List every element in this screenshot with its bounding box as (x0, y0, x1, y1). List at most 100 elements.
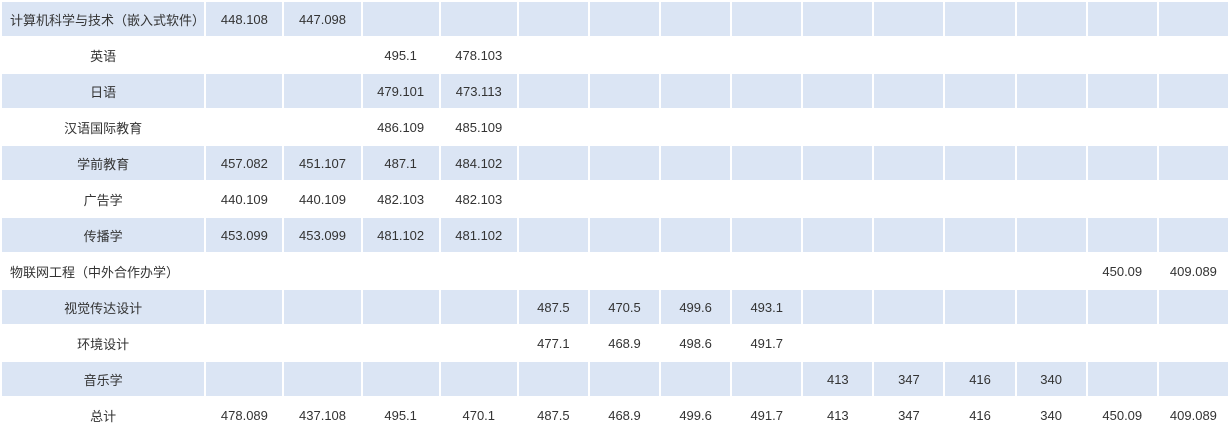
score-cell: 470.1 (440, 398, 517, 432)
score-cell (874, 290, 944, 324)
score-cell (206, 110, 283, 144)
score-cell (1016, 146, 1086, 180)
score-cell (945, 290, 1015, 324)
score-cell (440, 326, 517, 360)
score-cell (732, 2, 802, 36)
score-cell (440, 254, 517, 288)
score-cell (518, 362, 588, 396)
score-cell: 495.1 (362, 38, 439, 72)
score-cell (440, 290, 517, 324)
score-cell (874, 74, 944, 108)
table-row: 总计 478.089 437.108 495.1 470.1 487.5 468.9 499.… (2, 398, 1228, 432)
score-cell (1158, 182, 1228, 216)
score-cell (1016, 218, 1086, 252)
score-cell (732, 74, 802, 108)
score-cell: 340 (1016, 362, 1086, 396)
score-cell (1016, 290, 1086, 324)
score-cell: 440.109 (284, 182, 361, 216)
score-cell (518, 254, 588, 288)
score-cell (589, 38, 660, 72)
major-name-cell: 汉语国际教育 (2, 110, 205, 144)
score-cell (732, 218, 802, 252)
score-cell: 499.6 (661, 398, 731, 432)
score-cell: 487.5 (518, 398, 588, 432)
score-cell (589, 182, 660, 216)
score-cell (874, 218, 944, 252)
score-cell (874, 110, 944, 144)
major-name-cell: 总计 (2, 398, 205, 432)
score-cell (206, 326, 283, 360)
score-cell: 482.103 (440, 182, 517, 216)
score-cell: 448.108 (206, 2, 283, 36)
score-cell (1158, 146, 1228, 180)
score-cell (732, 110, 802, 144)
score-cell (589, 74, 660, 108)
score-cell (589, 254, 660, 288)
score-cell: 485.109 (440, 110, 517, 144)
score-cell: 473.113 (440, 74, 517, 108)
score-cell (1158, 2, 1228, 36)
score-cell: 493.1 (732, 290, 802, 324)
score-cell (440, 2, 517, 36)
score-cell (945, 146, 1015, 180)
score-cell (945, 326, 1015, 360)
score-cell (803, 2, 873, 36)
score-cell (1087, 110, 1157, 144)
major-name-cell: 物联网工程（中外合作办学） (2, 254, 205, 288)
table-row: 计算机科学与技术（嵌入式软件） 448.108 447.098 (2, 2, 1228, 36)
score-cell (874, 38, 944, 72)
score-cell: 453.099 (284, 218, 361, 252)
score-cell (1158, 362, 1228, 396)
score-cell (732, 254, 802, 288)
score-cell (1158, 74, 1228, 108)
table-row: 环境设计 477.1 468.9 498.6 491.7 (2, 326, 1228, 360)
score-cell: 453.099 (206, 218, 283, 252)
major-name-cell: 日语 (2, 74, 205, 108)
score-cell (661, 2, 731, 36)
major-name-cell: 英语 (2, 38, 205, 72)
score-cell: 440.109 (206, 182, 283, 216)
score-cell: 479.101 (362, 74, 439, 108)
score-cell (518, 38, 588, 72)
score-cell (284, 290, 361, 324)
score-cell (518, 146, 588, 180)
score-cell (945, 218, 1015, 252)
score-cell (1158, 38, 1228, 72)
score-cell (803, 74, 873, 108)
score-cell (661, 218, 731, 252)
score-cell (1016, 182, 1086, 216)
score-cell: 413 (803, 362, 873, 396)
major-name-cell: 广告学 (2, 182, 205, 216)
score-cell: 491.7 (732, 326, 802, 360)
score-cell (945, 254, 1015, 288)
major-name-cell: 学前教育 (2, 146, 205, 180)
score-cell: 347 (874, 362, 944, 396)
score-cell: 413 (803, 398, 873, 432)
score-cell (284, 74, 361, 108)
score-cell (803, 326, 873, 360)
score-cell (1158, 290, 1228, 324)
score-cell: 437.108 (284, 398, 361, 432)
score-cell: 498.6 (661, 326, 731, 360)
score-cell (284, 362, 361, 396)
score-cell (518, 2, 588, 36)
score-cell (284, 110, 361, 144)
score-cell (362, 254, 439, 288)
score-cell: 451.107 (284, 146, 361, 180)
score-cell: 450.09 (1087, 398, 1157, 432)
table-row: 物联网工程（中外合作办学） 450.09 409.089 (2, 254, 1228, 288)
score-cell (1016, 38, 1086, 72)
score-cell (945, 38, 1015, 72)
table-row: 汉语国际教育 486.109 485.109 (2, 110, 1228, 144)
score-cell (945, 110, 1015, 144)
score-cell (1158, 218, 1228, 252)
score-cell (1087, 326, 1157, 360)
score-cell: 481.102 (362, 218, 439, 252)
score-cell (803, 110, 873, 144)
major-name-cell: 传播学 (2, 218, 205, 252)
score-cell (803, 290, 873, 324)
score-cell (732, 38, 802, 72)
score-cell: 486.109 (362, 110, 439, 144)
table-row: 英语 495.1 478.103 (2, 38, 1228, 72)
score-cell: 409.089 (1158, 254, 1228, 288)
